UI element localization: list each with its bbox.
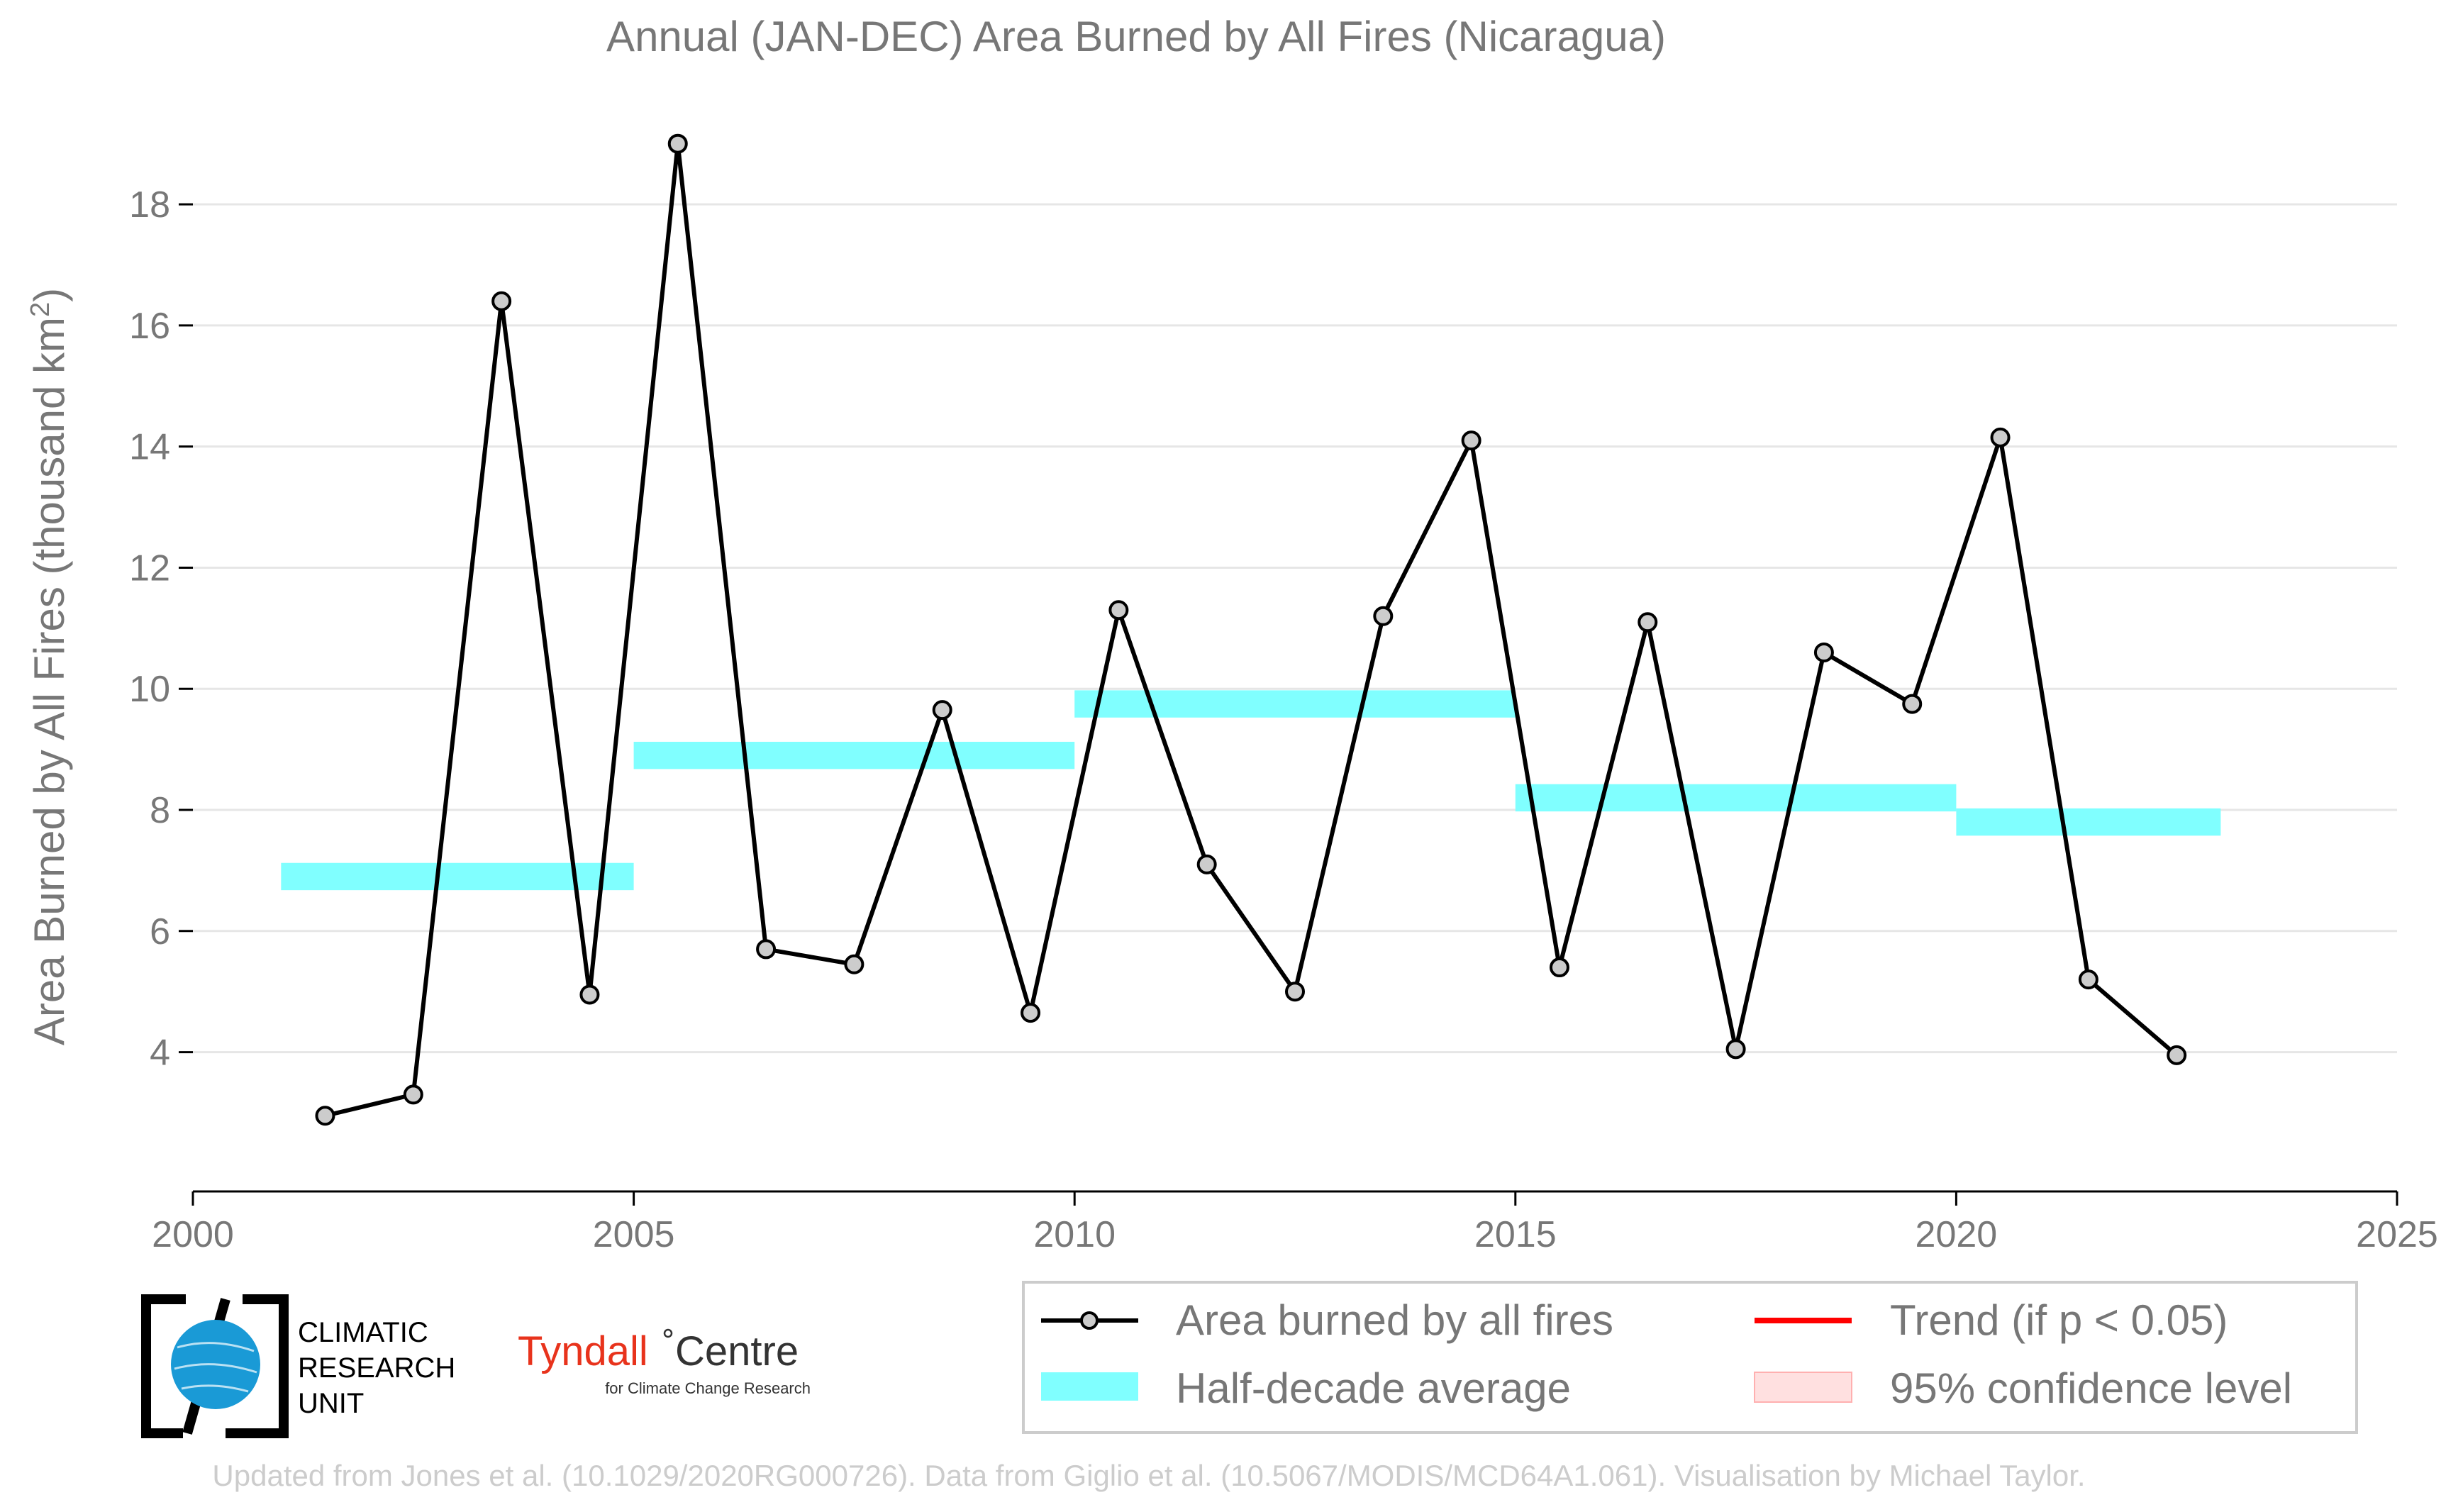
data-point: [1373, 606, 1394, 626]
cru-bracket-left-icon: [141, 1294, 186, 1438]
cru-text-line1: CLIMATIC: [298, 1317, 428, 1348]
y-tick-label: 18: [129, 184, 170, 226]
data-point: [1021, 1003, 1041, 1023]
y-tick-label: 12: [129, 547, 170, 589]
cru-logo: CLIMATIC RESEARCH UNIT: [141, 1294, 455, 1438]
footer-credits: Updated from Jones et al. (10.1029/2020R…: [212, 1459, 2085, 1492]
data-point: [1285, 982, 1305, 1002]
cru-text-line2: RESEARCH: [298, 1352, 455, 1384]
legend-band-pink-icon: [1754, 1372, 1852, 1403]
data-point: [1196, 854, 1217, 874]
legend-marker-icon: [1080, 1311, 1099, 1330]
data-point: [2167, 1045, 2187, 1065]
x-tick-label: 2015: [1474, 1214, 1557, 1255]
y-tick-label: 10: [129, 669, 170, 710]
data-point: [1990, 427, 2011, 448]
data-point: [1461, 430, 1481, 451]
globe-lines-icon: [174, 1342, 257, 1393]
series-markers: [315, 133, 2187, 1126]
data-point: [491, 291, 512, 311]
tyndall-degree-icon: [663, 1328, 673, 1338]
tyndall-logo: Tyndall Centre for Climate Change Resear…: [518, 1328, 811, 1397]
y-tick-label: 6: [150, 911, 170, 952]
x-tick-label: 2005: [593, 1214, 675, 1255]
data-point: [667, 133, 688, 154]
y-axis-label: Area Burned by All Fires (thousand km2): [26, 288, 73, 1045]
legend-band-cyan-icon: [1041, 1372, 1138, 1401]
data-point: [1813, 643, 1834, 662]
legend-label-series: Area burned by all fires: [1176, 1296, 1613, 1344]
data-point: [1902, 694, 1923, 714]
legend-label-half-decade: Half-decade average: [1176, 1364, 1571, 1412]
y-tick-label: 8: [150, 790, 170, 831]
half-decade-band: [1956, 808, 2221, 836]
legend-label-confidence: 95% confidence level: [1890, 1364, 2292, 1412]
half-decade-band: [633, 741, 1075, 769]
y-tick-label: 4: [150, 1033, 170, 1074]
half-decade-band: [1515, 784, 1957, 812]
tyndall-name: Tyndall: [518, 1328, 648, 1374]
tyndall-subtitle: for Climate Change Research: [605, 1379, 811, 1397]
tyndall-centre: Centre: [675, 1328, 799, 1374]
legend-label-trend: Trend (if p < 0.05): [1890, 1296, 2228, 1344]
data-point: [844, 954, 864, 974]
chart-title: Annual (JAN-DEC) Area Burned by All Fire…: [606, 13, 1666, 60]
y-axis: 4 6 8 10 12 14 16 18: [129, 184, 193, 1074]
x-tick-label: 2010: [1033, 1214, 1116, 1255]
y-tick-label: 14: [129, 427, 170, 468]
data-point: [2078, 969, 2098, 990]
data-point: [1638, 612, 1658, 633]
data-point: [1725, 1039, 1746, 1060]
x-tick-label: 2025: [2356, 1214, 2438, 1255]
data-point: [403, 1084, 423, 1105]
series-line-group: [324, 141, 2179, 1118]
cru-bracket-right-icon: [226, 1294, 289, 1438]
grid-lines: [193, 203, 2397, 1054]
legend: Area burned by all fires Half-decade ave…: [1022, 1281, 2358, 1434]
data-point: [1108, 600, 1129, 621]
data-point: [579, 984, 600, 1005]
half-decade-band: [281, 862, 634, 891]
series-line: [324, 141, 2179, 1118]
data-point: [932, 700, 952, 721]
x-tick-label: 2000: [152, 1214, 234, 1255]
y-tick-label: 16: [129, 306, 170, 347]
legend-box: [1022, 1281, 2358, 1434]
data-point: [315, 1106, 335, 1126]
data-point: [756, 939, 777, 960]
x-axis: 2000 2005 2010 2015 2020 2025: [152, 1190, 2438, 1255]
data-point: [1549, 957, 1569, 978]
cru-text-line3: UNIT: [298, 1388, 364, 1419]
half-decade-band: [1074, 690, 1516, 718]
x-tick-label: 2020: [1916, 1214, 1998, 1255]
